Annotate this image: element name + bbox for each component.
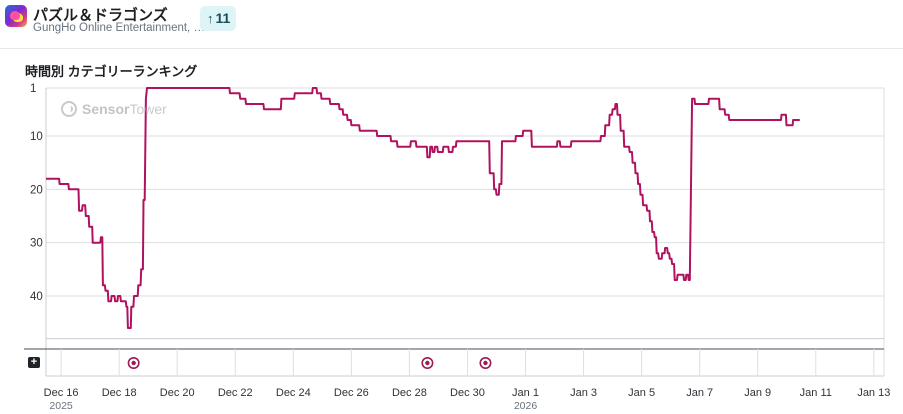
watermark-text: SensorTower <box>82 101 167 117</box>
y-tick-label: 1 <box>30 83 36 95</box>
y-tick-label: 30 <box>30 238 43 250</box>
app-title[interactable]: パズル＆ドラゴンズ <box>33 7 168 24</box>
annotation-marker-dot <box>425 360 430 366</box>
x-tick-label: Jan 7 <box>686 387 713 399</box>
y-tick-label: 20 <box>30 184 43 196</box>
annotation-track <box>127 356 492 369</box>
x-tick-label: Jan 13 <box>857 387 890 399</box>
y-tick-label: 40 <box>30 291 43 303</box>
x-tick-label: Dec 16 <box>44 387 79 399</box>
sensortower-logo-icon <box>61 101 77 117</box>
x-tick-label: Dec 26 <box>334 387 369 399</box>
x-tick-label: Jan 11 <box>800 387 832 399</box>
x-tick-label: Dec 24 <box>276 387 311 399</box>
add-annotation-icon[interactable]: + <box>28 357 40 368</box>
x-tick-label: Jan 3 <box>570 387 597 399</box>
x-tick-label: Dec 18 <box>102 387 137 399</box>
x-tick-label: Jan 5 <box>628 387 655 399</box>
annotation-marker-dot <box>483 360 488 366</box>
x-tick-label: Dec 30 <box>450 387 485 399</box>
sensortower-watermark: SensorTower <box>61 99 167 119</box>
x-tick-year: 2026 <box>514 400 538 412</box>
app-icon[interactable] <box>5 5 27 27</box>
rank-change-value: 11 <box>215 10 231 26</box>
y-axis-ticks: 1 10 20 30 40 <box>30 83 43 303</box>
x-tick-label: Dec 22 <box>218 387 253 399</box>
chart-title: 時間別 カテゴリーランキング <box>25 64 198 79</box>
app-header: パズル＆ドラゴンズ GungHo Online Entertainment, …… <box>0 0 903 49</box>
grid-lines <box>24 87 885 377</box>
x-tick-label: Dec 20 <box>160 387 195 399</box>
app-publisher[interactable]: GungHo Online Entertainment, … <box>33 22 205 34</box>
x-tick-year: 2025 <box>49 400 73 412</box>
arrow-up-icon: ↑ <box>207 11 214 26</box>
annotation-marker-dot <box>131 360 136 366</box>
rank-change-badge: ↑ 11 <box>200 6 237 31</box>
x-tick-label: Dec 28 <box>392 387 427 399</box>
x-tick-label: Jan 1 <box>512 387 539 399</box>
ranking-series-line[interactable] <box>46 87 800 329</box>
y-tick-label: 10 <box>30 131 43 143</box>
x-tick-label: Jan 9 <box>744 387 771 399</box>
